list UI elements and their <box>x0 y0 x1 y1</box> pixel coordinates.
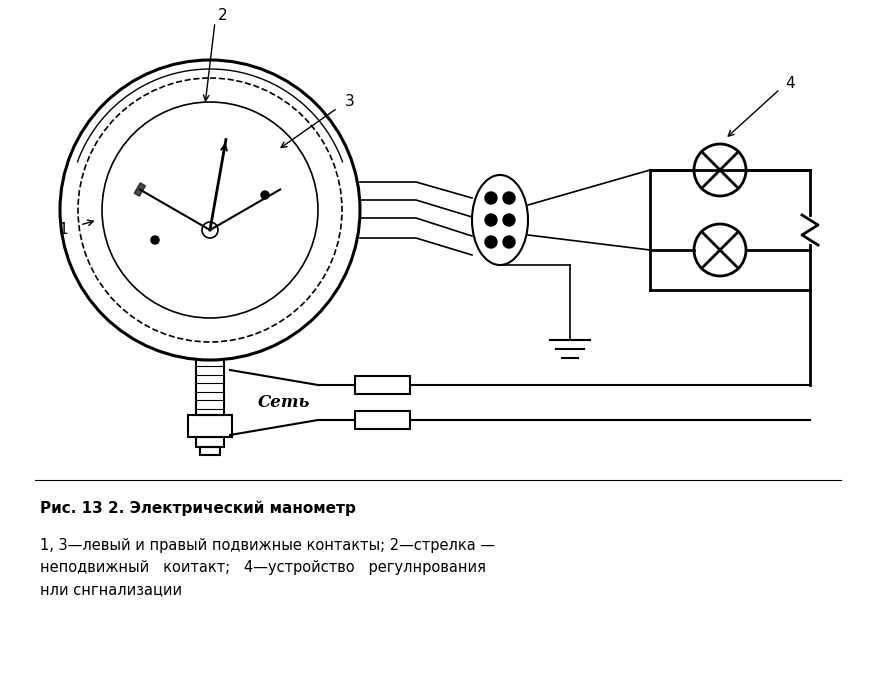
Circle shape <box>261 191 269 199</box>
Bar <box>196 437 224 447</box>
Circle shape <box>503 214 515 226</box>
Text: Сеть: Сеть <box>258 394 310 411</box>
Bar <box>196 360 224 415</box>
Circle shape <box>503 192 515 204</box>
Bar <box>188 415 232 437</box>
Text: 1: 1 <box>59 223 68 238</box>
Circle shape <box>485 214 497 226</box>
Circle shape <box>485 236 497 248</box>
Text: Рис. 13 2. Электрический манометр: Рис. 13 2. Электрический манометр <box>40 500 356 515</box>
Bar <box>355 411 410 429</box>
Text: 1, 3—левый и правый подвижные контакты; 2—стрелка —
неподвижный   коитакт;   4—у: 1, 3—левый и правый подвижные контакты; … <box>40 538 495 597</box>
Text: 2: 2 <box>218 8 228 23</box>
Text: 3: 3 <box>345 94 355 110</box>
Polygon shape <box>134 183 145 196</box>
Bar <box>355 376 410 394</box>
Circle shape <box>503 236 515 248</box>
Text: 4: 4 <box>785 76 795 92</box>
Circle shape <box>485 192 497 204</box>
Bar <box>200 447 220 455</box>
Circle shape <box>151 236 159 244</box>
